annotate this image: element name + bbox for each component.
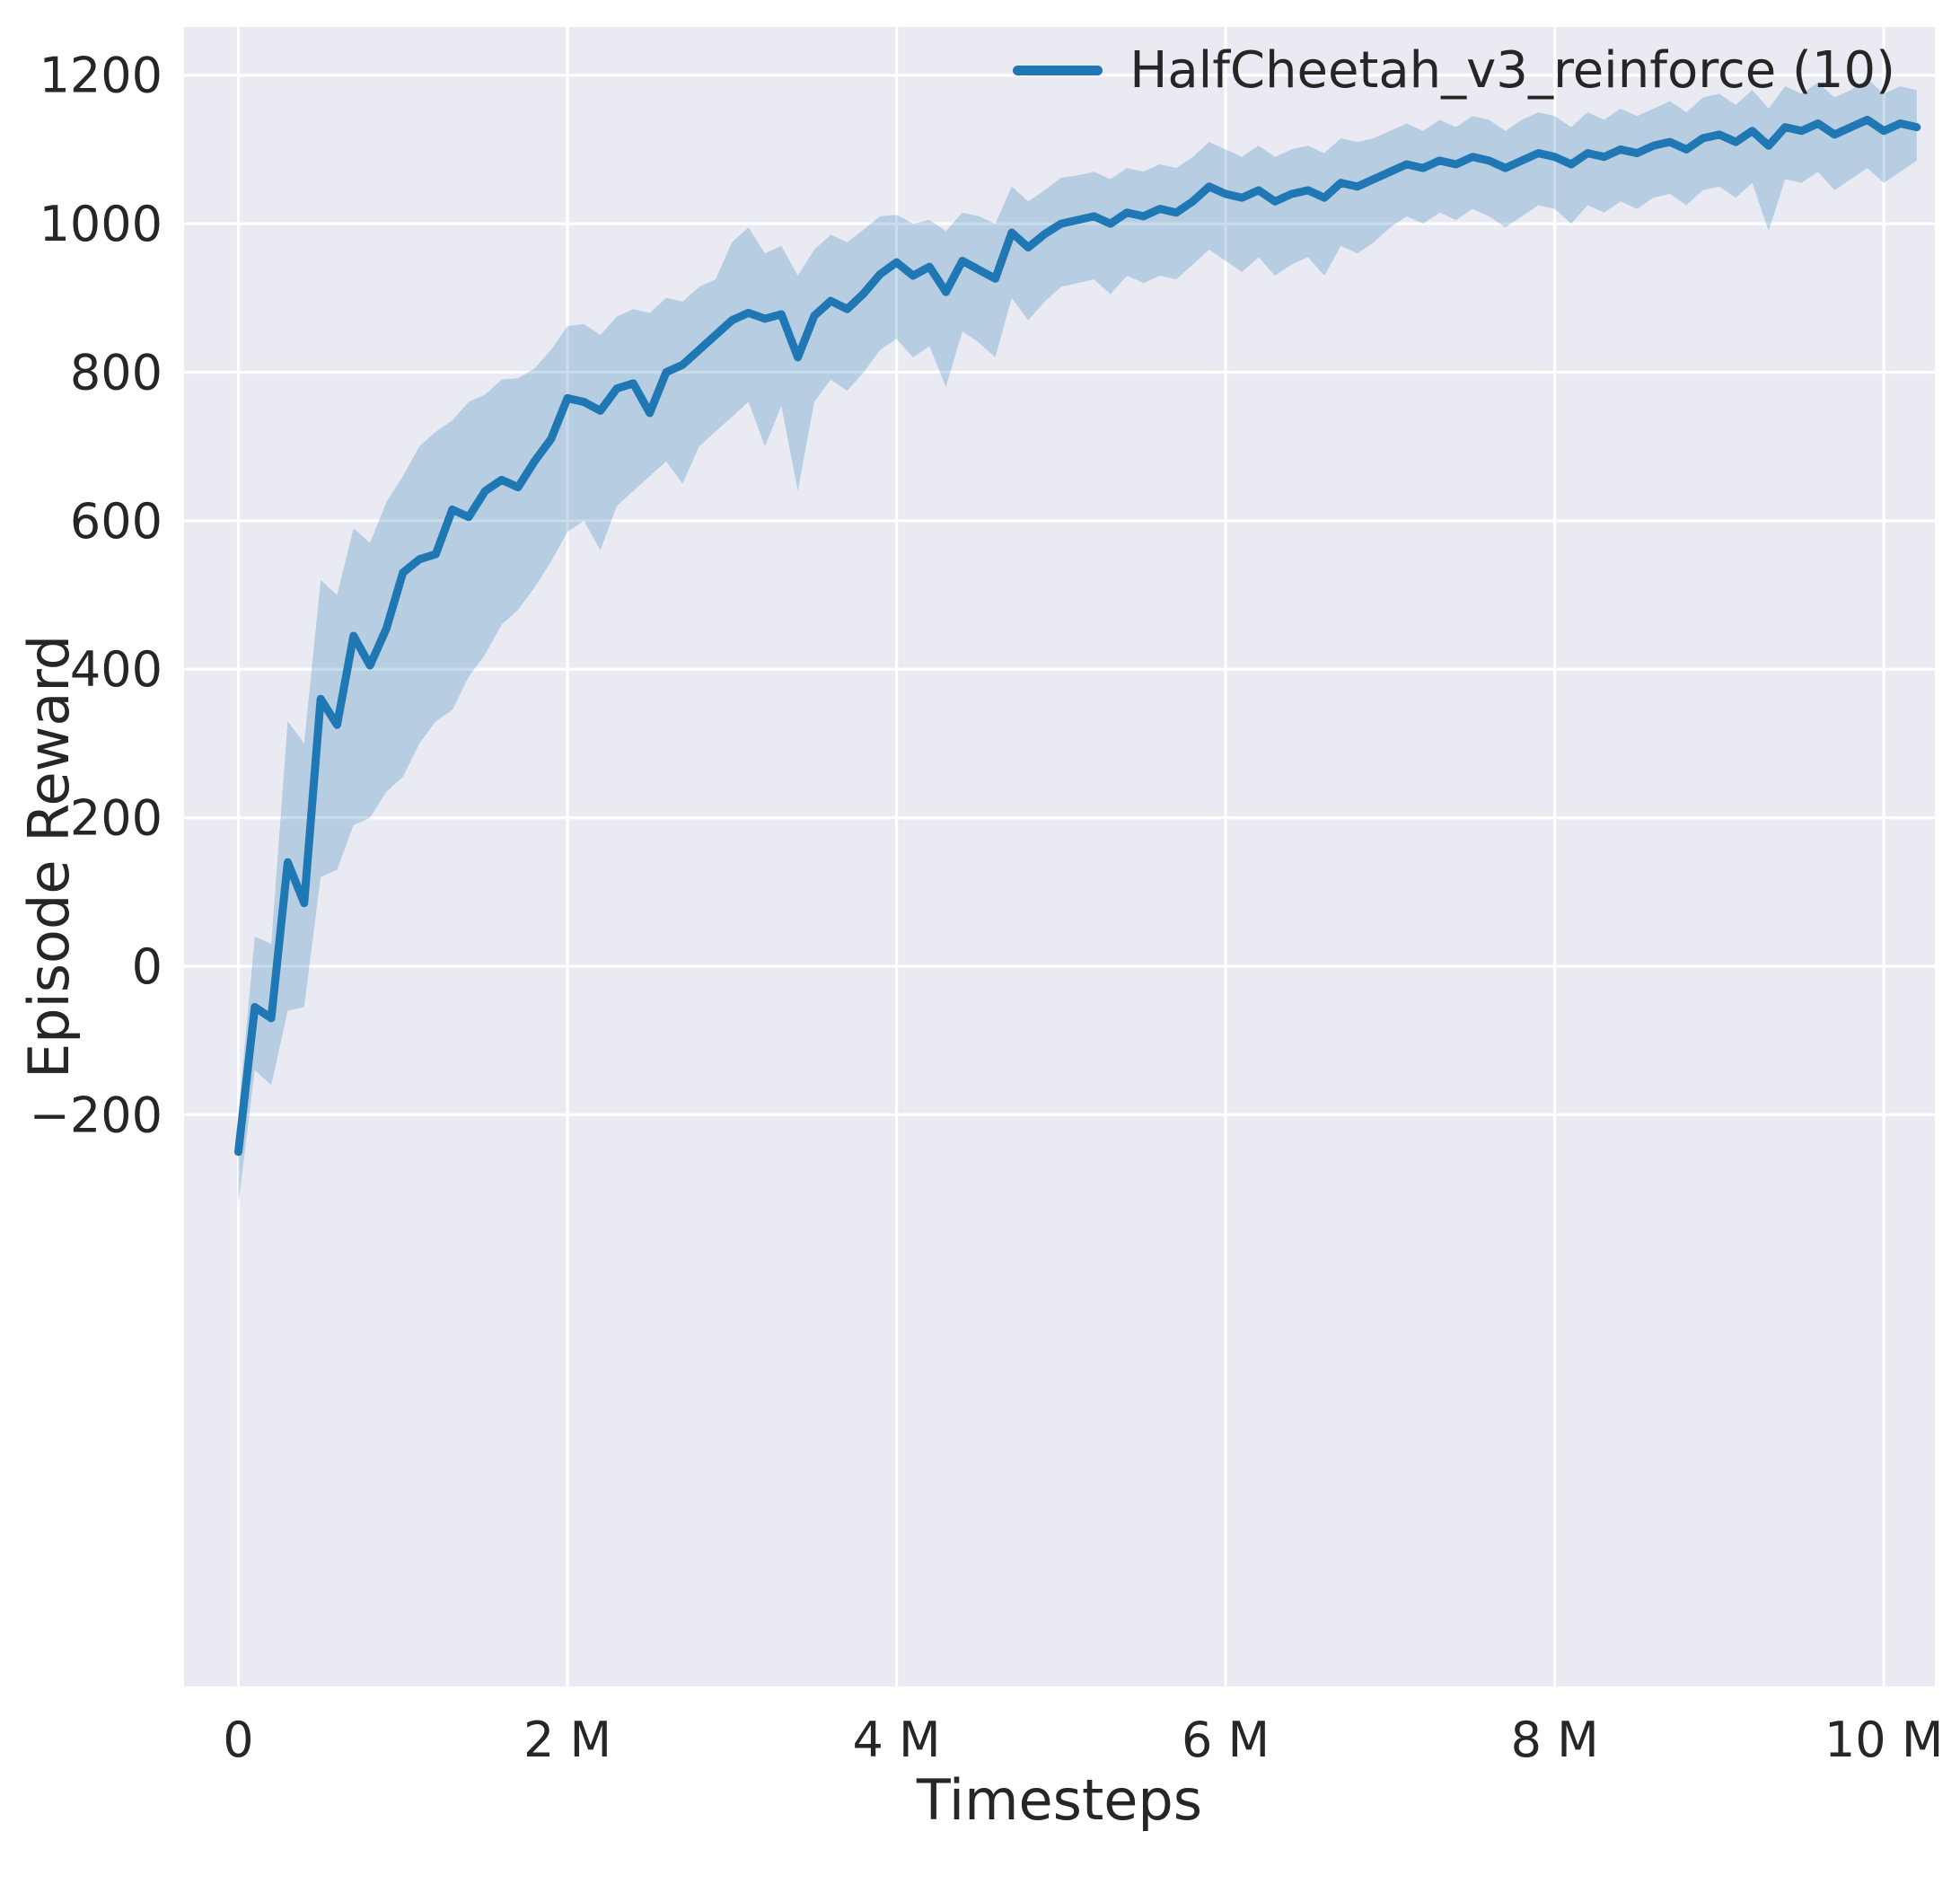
legend-line-icon [1013,66,1103,75]
legend: HalfCheetah_v3_reinforce (10) [1013,41,1895,100]
x-tick-label: 4 M [852,1712,940,1768]
x-tick-label: 2 M [523,1712,611,1768]
x-axis-label: Timesteps [916,1767,1203,1833]
confidence-band [238,78,1917,1204]
x-tick-label: 6 M [1182,1712,1270,1768]
x-tick-label: 8 M [1511,1712,1599,1768]
x-tick-label: 10 M [1824,1712,1943,1768]
y-tick-label: 1200 [40,48,163,104]
y-tick-label: 0 [132,938,163,995]
legend-label: HalfCheetah_v3_reinforce (10) [1129,41,1895,100]
y-tick-label: 600 [70,493,163,550]
y-axis-label: Episode Reward [16,634,82,1079]
y-tick-label: −200 [30,1087,163,1143]
y-tick-label: 400 [70,641,163,698]
y-tick-label: 1000 [40,196,163,252]
plot-background [184,27,1935,1686]
x-tick-label: 0 [223,1712,253,1768]
mean-line [233,115,1921,1157]
y-tick-label: 800 [70,344,163,401]
y-tick-label: 200 [70,790,163,847]
